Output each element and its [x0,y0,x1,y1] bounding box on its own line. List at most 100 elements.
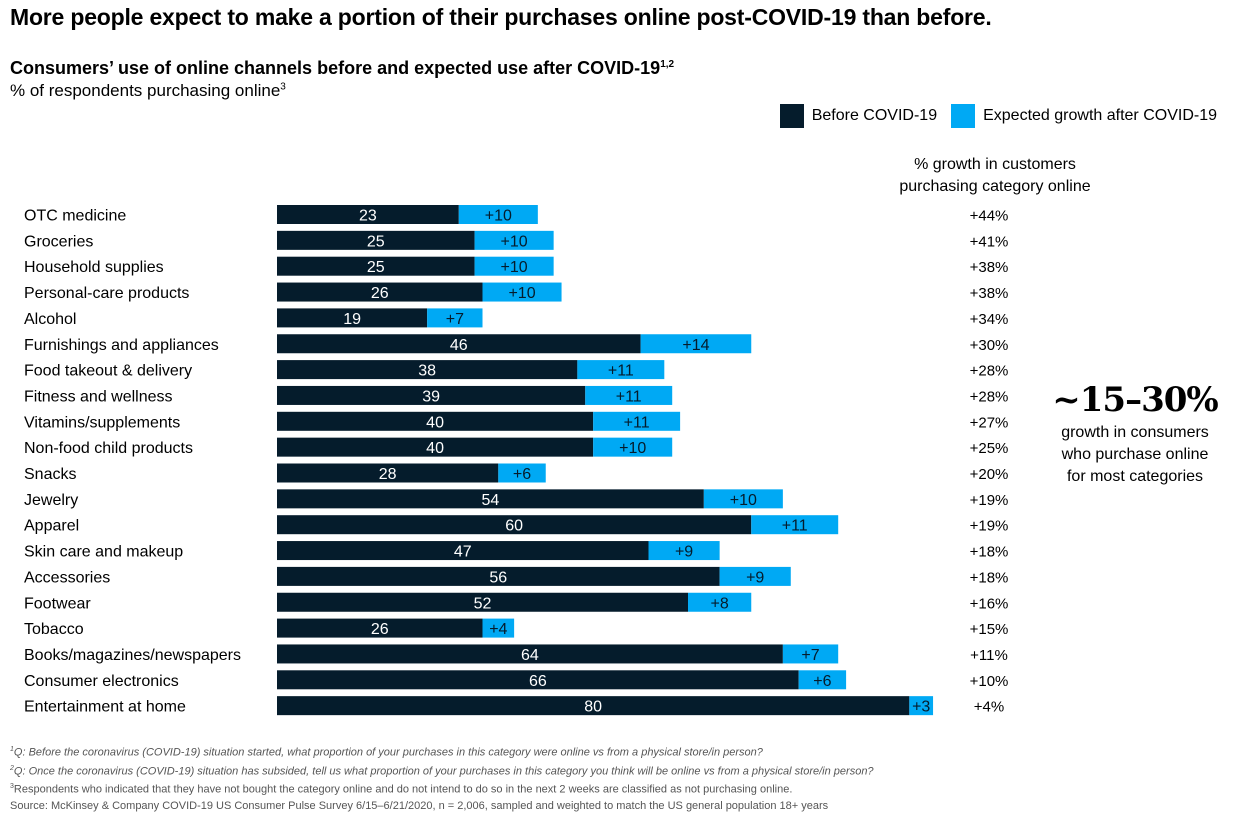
bar-growth [458,205,538,224]
footnote-2-mark: 2 [10,764,14,772]
legend-label-growth: Expected growth after COVID-19 [983,107,1217,124]
growth-column-header: % growth in customers purchasing categor… [870,154,1120,198]
bar-growth-label: +6 [513,466,531,483]
bar-growth [593,411,681,431]
growth-header-line-1: % growth in customers [914,156,1076,173]
bar-before-label: 23 [359,208,377,225]
unit-label: % of respondents purchasing online3 [10,81,286,101]
growth-pct-value: +44% [970,208,1009,225]
bar-before [277,463,499,483]
bar-growth [427,308,483,328]
category-label: Consumer electronics [24,673,179,690]
bar-growth-label: +3 [912,699,930,716]
bar-before-label: 80 [584,699,602,716]
bar-before [277,334,641,354]
page-headline: More people expect to make a portion of … [10,4,992,30]
footnote-2: 2Q: Once the coronavirus (COVID-19) situ… [10,761,874,780]
category-label: Fitness and wellness [24,388,173,405]
bar-growth [719,566,791,586]
category-label: Personal-care products [24,285,189,302]
bar-before-label: 47 [454,544,472,561]
chart-legend: Before COVID-19 Expected growth after CO… [766,104,1217,128]
legend-item-before: Before COVID-19 [779,104,938,128]
bar-before [277,592,689,612]
bar-before-label: 38 [418,363,436,380]
bar-growth-label: +11 [608,363,634,380]
bar-before [277,489,704,509]
bar-before [277,437,594,457]
category-label: Books/magazines/newspapers [24,647,241,664]
growth-pct-value: +27% [970,414,1009,431]
category-label: OTC medicine [24,208,126,225]
growth-pct-value: +28% [970,388,1009,405]
growth-pct-value: +10% [970,673,1009,690]
bar-growth-label: +10 [508,285,535,302]
bar-before [277,282,483,302]
bar-before-label: 60 [505,518,523,535]
growth-pct-value: +41% [970,233,1009,250]
category-label: Jewelry [24,492,78,509]
growth-callout: ~15–30% growth in consumers who purchase… [1040,380,1230,488]
bar-growth [585,385,673,405]
bar-growth [751,515,839,535]
chart-title-footnote-ref: 1,2 [660,59,675,70]
bar-before-label: 39 [422,388,440,405]
growth-pct-value: +18% [970,544,1009,561]
bar-growth-label: +11 [624,414,650,431]
footnote-3-text: Respondents who indicated that they have… [13,783,793,796]
category-label: Apparel [24,518,79,535]
category-label: Tobacco [24,621,84,638]
bar-before [277,696,910,716]
bar-growth-label: +9 [746,569,764,586]
bar-before [277,308,428,328]
callout-line-1: growth in consumers [1061,424,1209,441]
footnote-1-text: Q: Before the coronavirus (COVID-19) sit… [13,746,763,759]
bar-before [277,644,783,664]
growth-pct-value: +15% [970,621,1009,638]
bar-before-label: 26 [371,621,389,638]
category-label: Alcohol [24,311,76,328]
bar-before [277,230,475,250]
bar-before-label: 46 [450,337,468,354]
bar-before [277,515,752,535]
bar-growth [474,256,554,276]
footnote-1-mark: 1 [10,746,14,753]
bar-growth-label: +9 [675,544,693,561]
bar-before-label: 54 [482,492,500,509]
category-label: Household supplies [24,259,164,276]
category-label: Furnishings and appliances [24,337,219,354]
bar-growth [474,230,554,250]
footnotes: 1Q: Before the coronavirus (COVID-19) si… [10,742,874,814]
bar-before-label: 52 [474,595,492,612]
bar-before-label: 25 [367,259,385,276]
growth-pct-value: +38% [970,285,1009,302]
bar-growth-label: +10 [485,208,512,225]
category-label: Groceries [24,233,93,250]
footnote-3: 3Respondents who indicated that they hav… [10,779,874,798]
bar-growth-label: +10 [619,440,646,457]
bar-before-label: 66 [529,673,547,690]
growth-pct-value: +4% [974,699,1004,716]
callout-text: growth in consumers who purchase online … [1040,422,1230,488]
bar-growth [648,541,720,561]
bar-growth [498,463,546,483]
bar-growth [782,644,839,664]
growth-pct-value: +34% [970,311,1009,328]
growth-pct-value: +28% [970,363,1009,380]
legend-label-before: Before COVID-19 [811,107,938,124]
bar-before-label: 40 [426,440,444,457]
bar-growth [703,489,783,509]
growth-pct-value: +18% [970,569,1009,586]
bar-growth [482,282,562,302]
legend-swatch-growth [951,104,976,128]
bar-growth-label: +7 [801,647,819,664]
bar-before [277,411,594,431]
bar-before [277,256,475,276]
bar-growth-label: +10 [501,259,528,276]
growth-pct-value: +20% [970,466,1009,483]
bar-before-label: 64 [521,647,539,664]
callout-line-3: for most categories [1066,468,1204,485]
bar-growth-label: +4 [489,621,507,638]
category-label: Entertainment at home [24,699,186,716]
